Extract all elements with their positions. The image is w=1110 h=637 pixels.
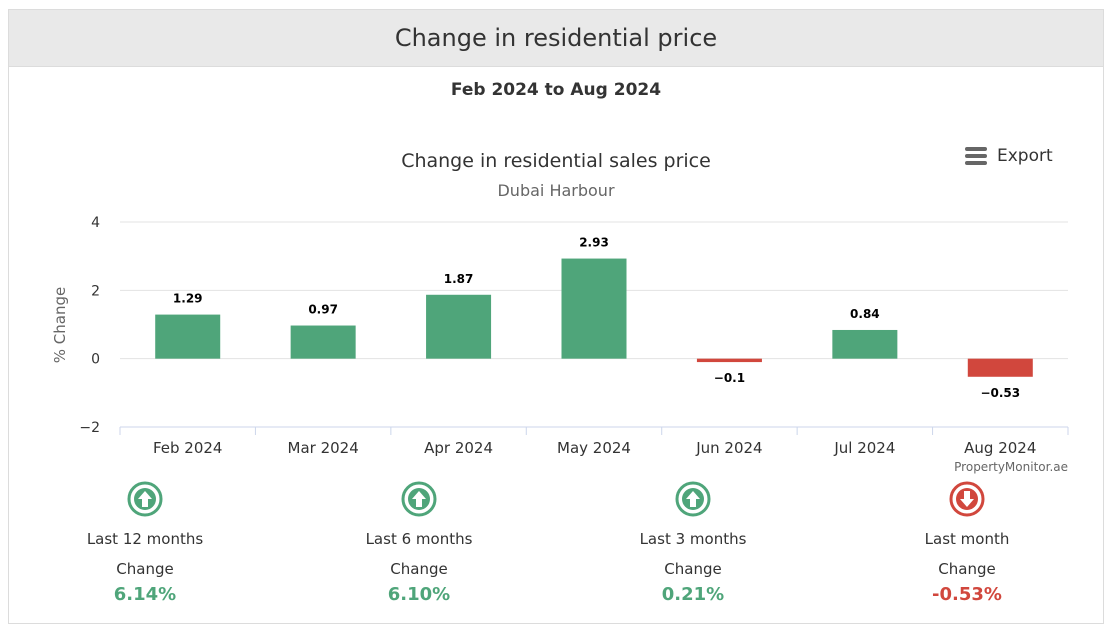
card-title: Change in residential price (394, 24, 718, 52)
summary-last-12-months: Last 12 months Change 6.14% (45, 480, 245, 605)
arrow-up-circle-icon (127, 481, 163, 517)
chart-subtitle: Dubai Harbour (497, 181, 614, 200)
export-button[interactable]: Export (965, 141, 1053, 171)
bar-aug-2024[interactable] (967, 358, 1033, 377)
summary-value: 6.14% (113, 584, 177, 605)
summary-change-label: Change (664, 560, 722, 578)
x-tick-label: May 2024 (557, 439, 631, 457)
data-label: −0.53 (980, 386, 1020, 400)
summary-change-label: Change (938, 560, 996, 578)
arrow-up-circle-icon (675, 481, 711, 517)
export-label: Export (997, 146, 1053, 166)
bar-jul-2024[interactable] (832, 329, 898, 359)
summary-change-label: Change (390, 560, 448, 578)
credit-text[interactable]: PropertyMonitor.ae (954, 460, 1068, 474)
summary-last-6-months: Last 6 months Change 6.10% (319, 480, 519, 605)
y-tick-label: 0 (91, 352, 100, 368)
x-tick-label: Aug 2024 (964, 439, 1036, 457)
bar-may-2024[interactable] (561, 258, 627, 359)
x-tick-label: Jun 2024 (695, 439, 762, 457)
summary-change-label: Change (116, 560, 174, 578)
summary-period: Last month (924, 530, 1010, 548)
summary-period: Last 3 months (639, 530, 747, 548)
chart-title: Change in residential sales price (401, 150, 711, 172)
card-header: Change in residential price (9, 10, 1103, 67)
arrow-up-circle-icon (401, 481, 437, 517)
y-tick-label: −2 (79, 420, 100, 436)
date-range-label: Feb 2024 to Aug 2024 (450, 80, 662, 100)
summary-period: Last 6 months (365, 530, 473, 548)
summary-period: Last 12 months (86, 530, 204, 548)
y-tick-label: 2 (91, 283, 100, 299)
data-label: 1.87 (444, 272, 474, 286)
x-tick-label: Apr 2024 (424, 439, 493, 457)
bar-mar-2024[interactable] (290, 325, 356, 359)
x-tick-label: Feb 2024 (153, 439, 223, 457)
bar-jun-2024[interactable] (696, 358, 762, 363)
hamburger-menu-icon (965, 147, 987, 165)
bar-feb-2024[interactable] (155, 314, 221, 359)
y-tick-label: 4 (91, 215, 100, 231)
data-label: −0.1 (714, 371, 745, 385)
data-label: 1.29 (173, 292, 203, 306)
data-label: 2.93 (579, 236, 609, 250)
data-label: 0.97 (308, 303, 338, 317)
x-tick-label: Jul 2024 (833, 439, 895, 457)
summary-last-3-months: Last 3 months Change 0.21% (593, 480, 793, 605)
bar-apr-2024[interactable] (426, 294, 492, 359)
summary-value: 0.21% (661, 584, 725, 605)
x-tick-label: Mar 2024 (288, 439, 359, 457)
data-label: 0.84 (850, 307, 880, 321)
summary-value: 6.10% (387, 584, 451, 605)
arrow-down-circle-icon (949, 481, 985, 517)
summary-value: -0.53% (932, 584, 1002, 605)
summary-last-month: Last month Change -0.53% (867, 480, 1067, 605)
y-axis-label: % Change (51, 287, 69, 363)
